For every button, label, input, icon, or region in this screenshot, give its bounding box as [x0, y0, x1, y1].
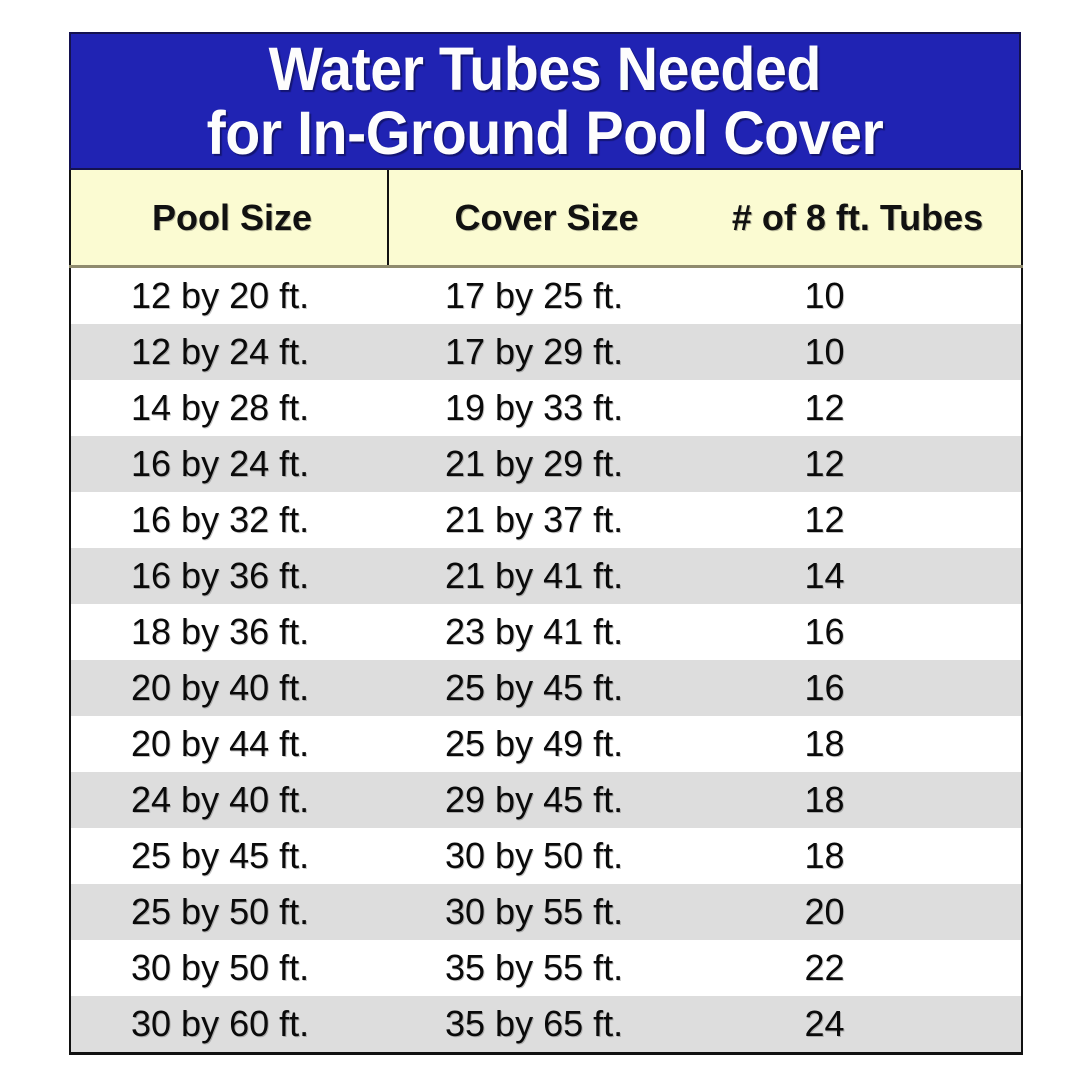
cell-cover-size: 25 by 49 ft. [445, 723, 624, 764]
title-banner: Water Tubes Needed for In-Ground Pool Co… [69, 32, 1021, 170]
cell-pool-size: 25 by 45 ft. [69, 828, 388, 884]
cell-cover-size: 19 by 33 ft. [445, 387, 624, 428]
cell-cover-size: 35 by 55 ft. [445, 947, 624, 988]
table-row: 18 by 36 ft. 23 by 41 ft. 16 [69, 604, 1023, 660]
table-header: Pool Size Cover Size # of 8 ft. Tubes [69, 170, 1023, 268]
table-row: 20 by 44 ft. 25 by 49 ft. 18 [69, 716, 1023, 772]
cell-tubes-count: 12 [702, 436, 1023, 492]
cell-cover-size: 23 by 41 ft. [445, 611, 624, 652]
cell-cover-size: 17 by 29 ft. [445, 331, 624, 372]
table-row: 12 by 20 ft. 17 by 25 ft. 10 [69, 266, 1023, 324]
cell-tubes-count: 10 [702, 266, 1023, 324]
cell-tubes-count: 10 [702, 324, 1023, 380]
cell-tubes-count: 20 [702, 884, 1023, 940]
cell-tubes-count: 12 [702, 492, 1023, 548]
cell-tubes-count: 18 [702, 716, 1023, 772]
cell-tubes-count: 14 [702, 548, 1023, 604]
cell-cover-size: 29 by 45 ft. [445, 779, 624, 820]
table-header-row: Pool Size Cover Size # of 8 ft. Tubes [69, 170, 1023, 268]
cell-pool-size: 12 by 20 ft. [69, 266, 388, 324]
cell-cover-size: 21 by 37 ft. [445, 499, 624, 540]
title-line-1: Water Tubes Needed [268, 35, 822, 103]
cell-cover-size: 25 by 45 ft. [445, 667, 624, 708]
table-row: 30 by 60 ft. 35 by 65 ft. 24 [69, 996, 1023, 1055]
table-row: 20 by 40 ft. 25 by 45 ft. 16 [69, 660, 1023, 716]
table-row: 16 by 32 ft. 21 by 37 ft. 12 [69, 492, 1023, 548]
column-header-tubes: # of 8 ft. Tubes [702, 170, 1023, 268]
cell-pool-size: 20 by 44 ft. [69, 716, 388, 772]
cell-pool-size: 18 by 36 ft. [69, 604, 388, 660]
cell-tubes-count: 16 [702, 604, 1023, 660]
cell-tubes-count: 18 [702, 828, 1023, 884]
table-row: 30 by 50 ft. 35 by 55 ft. 22 [69, 940, 1023, 996]
cell-tubes-count: 18 [702, 772, 1023, 828]
cell-cover-size: 17 by 25 ft. [445, 275, 624, 316]
cell-pool-size: 25 by 50 ft. [69, 884, 388, 940]
column-header-cover-size: Cover Size [388, 170, 702, 268]
cell-pool-size: 20 by 40 ft. [69, 660, 388, 716]
title-line-2: for In-Ground Pool Cover [206, 99, 884, 167]
cell-pool-size: 14 by 28 ft. [69, 380, 388, 436]
cell-pool-size: 16 by 32 ft. [69, 492, 388, 548]
water-tubes-table-wrapper: Pool Size Cover Size # of 8 ft. Tubes 12… [69, 170, 1023, 1055]
cell-pool-size: 16 by 24 ft. [69, 436, 388, 492]
cell-pool-size: 30 by 60 ft. [69, 996, 388, 1055]
cell-tubes-count: 22 [702, 940, 1023, 996]
cell-tubes-count: 24 [702, 996, 1023, 1055]
cell-cover-size: 30 by 55 ft. [445, 891, 624, 932]
table-row: 16 by 36 ft. 21 by 41 ft. 14 [69, 548, 1023, 604]
table-row: 25 by 45 ft. 30 by 50 ft. 18 [69, 828, 1023, 884]
table-row: 25 by 50 ft. 30 by 55 ft. 20 [69, 884, 1023, 940]
cell-cover-size: 21 by 29 ft. [445, 443, 624, 484]
cell-pool-size: 12 by 24 ft. [69, 324, 388, 380]
table-row: 14 by 28 ft. 19 by 33 ft. 12 [69, 380, 1023, 436]
table-row: 16 by 24 ft. 21 by 29 ft. 12 [69, 436, 1023, 492]
water-tubes-table: Pool Size Cover Size # of 8 ft. Tubes 12… [69, 170, 1023, 1055]
cell-tubes-count: 16 [702, 660, 1023, 716]
table-row: 12 by 24 ft. 17 by 29 ft. 10 [69, 324, 1023, 380]
cell-pool-size: 24 by 40 ft. [69, 772, 388, 828]
cell-pool-size: 16 by 36 ft. [69, 548, 388, 604]
cell-cover-size: 35 by 65 ft. [388, 996, 702, 1055]
table-body: 12 by 20 ft. 17 by 25 ft. 10 12 by 24 ft. 17… [69, 266, 1023, 1055]
cell-cover-size: 21 by 41 ft. [445, 555, 624, 596]
column-header-pool-size: Pool Size [69, 170, 389, 268]
table-row: 24 by 40 ft. 29 by 45 ft. 18 [69, 772, 1023, 828]
cell-pool-size: 30 by 50 ft. [69, 940, 388, 996]
cell-cover-size: 30 by 50 ft. [445, 835, 624, 876]
cell-tubes-count: 12 [702, 380, 1023, 436]
